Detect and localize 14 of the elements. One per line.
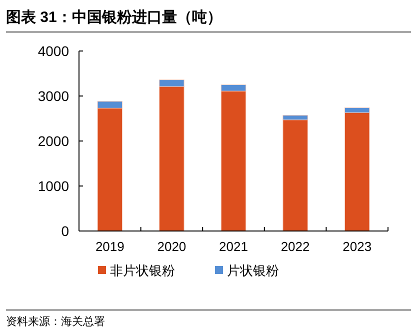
legend-label: 片状银粉: [227, 263, 279, 278]
x-tick-label: 2022: [280, 239, 310, 254]
y-tick-label: 2000: [38, 133, 70, 149]
x-tick-label: 2021: [219, 239, 248, 254]
text: 资料来源：海关总署: [6, 315, 105, 328]
x-tick-label: 2023: [342, 239, 372, 254]
x-tick-label: 2020: [157, 239, 186, 254]
legend-label: 非片状银粉: [110, 263, 175, 278]
y-tick-label: 3000: [38, 88, 70, 104]
y-tick-label: 1000: [38, 178, 70, 194]
title: 图表 31：中国银粉进口量（吨）: [6, 9, 222, 26]
x-tick-label: 2019: [95, 239, 124, 254]
y-tick-label: 0: [61, 223, 70, 239]
y-tick-label: 4000: [38, 43, 70, 59]
